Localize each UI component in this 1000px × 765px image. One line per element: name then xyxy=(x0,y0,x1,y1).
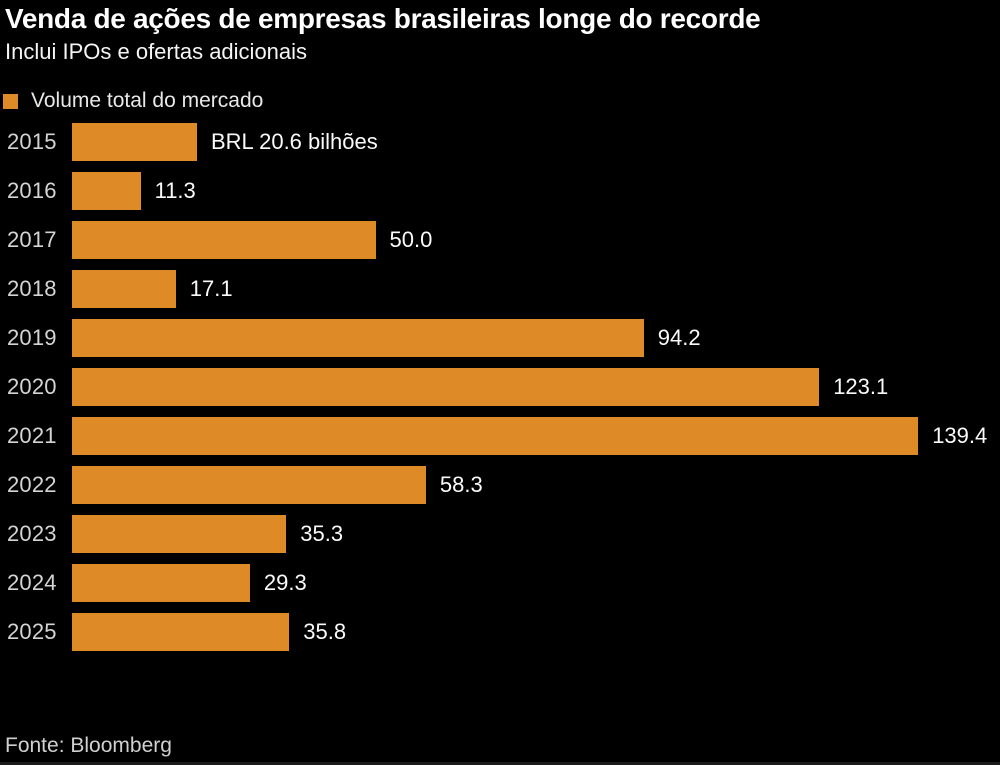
volume-bar xyxy=(72,466,426,504)
year-label: 2022 xyxy=(7,472,57,497)
bar-row: 2022 58.3 xyxy=(0,466,1000,504)
chart-title: Venda de ações de empresas brasileiras l… xyxy=(5,3,761,34)
volume-bar xyxy=(72,270,176,308)
volume-bar xyxy=(72,417,919,455)
value-label: 35.3 xyxy=(300,521,344,546)
legend: Volume total do mercado xyxy=(3,89,263,113)
legend-swatch-icon xyxy=(3,93,18,109)
year-label: 2016 xyxy=(7,178,57,203)
bar-chart: 2015 BRL 20.6 bilhões 2016 11.3 2017 50.0 2018… xyxy=(0,123,1000,662)
volume-bar xyxy=(72,319,644,357)
volume-bar xyxy=(72,564,250,602)
year-label: 2025 xyxy=(7,619,57,644)
bar-row: 2024 29.3 xyxy=(0,564,1000,602)
bar-row: 2016 11.3 xyxy=(0,172,1000,210)
value-label: 123.1 xyxy=(833,374,889,399)
bar-row: 2019 94.2 xyxy=(0,319,1000,357)
bar-row: 2017 50.0 xyxy=(0,221,1000,259)
legend-label: Volume total do mercado xyxy=(31,89,264,112)
value-label: 17.1 xyxy=(189,276,233,301)
year-label: 2019 xyxy=(7,325,57,350)
year-label: 2021 xyxy=(7,423,57,448)
value-label: 58.3 xyxy=(439,472,483,497)
bar-row: 2015 BRL 20.6 bilhões xyxy=(0,123,1000,161)
year-label: 2020 xyxy=(7,374,57,399)
year-label: 2017 xyxy=(7,227,57,252)
value-label: 50.0 xyxy=(389,227,433,252)
bar-row: 2021 139.4 xyxy=(0,417,1000,455)
bottom-border xyxy=(0,762,1000,765)
value-label: 35.8 xyxy=(303,619,347,644)
volume-bar xyxy=(72,368,820,406)
bar-row: 2020 123.1 xyxy=(0,368,1000,406)
value-label: 139.4 xyxy=(932,423,988,448)
year-label: 2018 xyxy=(7,276,57,301)
value-label: 94.2 xyxy=(657,325,701,350)
chart-subtitle: Inclui IPOs e ofertas adicionais xyxy=(5,39,308,64)
volume-bar xyxy=(72,123,197,161)
volume-bar xyxy=(72,613,290,651)
volume-bar xyxy=(72,172,141,210)
bar-row: 2025 35.8 xyxy=(0,613,1000,651)
year-label: 2023 xyxy=(7,521,57,546)
value-label: 11.3 xyxy=(154,178,196,203)
value-label: 29.3 xyxy=(263,570,307,595)
year-label: 2024 xyxy=(7,570,57,595)
value-label: BRL 20.6 bilhões xyxy=(211,129,378,154)
volume-bar xyxy=(72,515,287,553)
bar-rows: 2015 BRL 20.6 bilhões 2016 11.3 2017 50.0 2018… xyxy=(0,123,1000,651)
bar-row: 2023 35.3 xyxy=(0,515,1000,553)
source-credit: Fonte: Bloomberg xyxy=(5,734,172,757)
bar-row: 2018 17.1 xyxy=(0,270,1000,308)
year-label: 2015 xyxy=(7,129,57,154)
volume-bar xyxy=(72,221,376,259)
